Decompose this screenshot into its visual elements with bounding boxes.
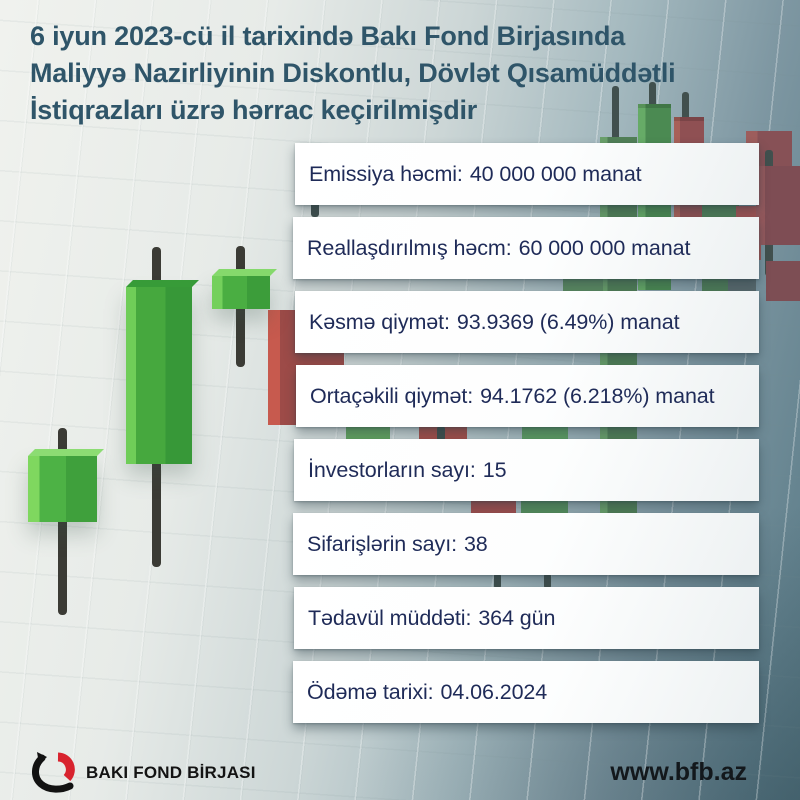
card-value: 04.06.2024 bbox=[440, 679, 548, 704]
candle-wick bbox=[437, 426, 445, 441]
page-title: 6 iyun 2023-cü il tarixində Bakı Fond Bi… bbox=[30, 18, 676, 129]
candlestick-green-small bbox=[28, 456, 97, 522]
candlestick-green-large bbox=[126, 287, 192, 464]
bfb-logo-icon bbox=[32, 752, 75, 793]
info-card-circulation-term: Tədavül müddəti: 364 gün bbox=[294, 587, 759, 649]
card-label: İnvestorların sayı: bbox=[308, 457, 476, 482]
info-card-sold-volume: Reallaşdırılmış həcm: 60 000 000 manat bbox=[293, 217, 759, 279]
card-label: Ödəmə tarixi: bbox=[307, 679, 434, 704]
website-url: www.bfb.az bbox=[610, 758, 747, 786]
candlestick-green-muted bbox=[522, 426, 568, 441]
card-label: Sifarişlərin sayı: bbox=[307, 531, 457, 556]
card-value: 38 bbox=[463, 531, 488, 556]
candlestick-red-muted bbox=[756, 166, 800, 245]
candle-wick bbox=[649, 82, 656, 112]
candlestick-green-muted bbox=[346, 426, 390, 441]
card-label: Kəsmə qiymət: bbox=[309, 309, 450, 334]
info-card-cutoff-price: Kəsmə qiymət: 93.9369 (6.49%) manat bbox=[295, 291, 759, 353]
info-card-order-count: Sifarişlərin sayı: 38 bbox=[293, 513, 759, 575]
candle-wick bbox=[544, 573, 551, 589]
card-value: 364 gün bbox=[478, 605, 556, 630]
info-card-emission-volume: Emissiya həcmi: 40 000 000 manat bbox=[295, 143, 759, 205]
candle-wick bbox=[494, 573, 501, 589]
bfb-logo: BAKI FOND BİRJASI bbox=[29, 749, 256, 797]
title-line-1: 6 iyun 2023-cü il tarixində Bakı Fond Bi… bbox=[30, 21, 626, 51]
candlestick-green-top bbox=[212, 276, 270, 309]
candlestick-green-muted bbox=[521, 499, 568, 514]
card-value: 60 000 000 manat bbox=[518, 235, 691, 260]
info-card-investor-count: İnvestorların sayı: 15 bbox=[294, 439, 759, 501]
title-line-2: Maliyyə Nazirliyinin Diskontlu, Dövlət Q… bbox=[30, 58, 676, 88]
card-label: Emissiya həcmi: bbox=[309, 161, 463, 186]
info-card-weighted-avg-price: Ortaçəkili qiymət: 94.1762 (6.218%) mana… bbox=[296, 365, 759, 427]
candle-wick bbox=[311, 202, 319, 217]
card-value: 40 000 000 manat bbox=[469, 161, 642, 186]
card-value: 94.1762 (6.218%) manat bbox=[480, 383, 715, 408]
info-card-payment-date: Ödəmə tarixi: 04.06.2024 bbox=[293, 661, 759, 723]
card-value: 93.9369 (6.49%) manat bbox=[456, 309, 680, 334]
brand-name: BAKI FOND BİRJASI bbox=[86, 763, 256, 782]
candlestick-red-muted bbox=[766, 261, 800, 301]
card-value: 15 bbox=[482, 457, 507, 482]
candle-wick bbox=[612, 86, 619, 146]
candlestick-red-muted bbox=[471, 499, 516, 514]
card-label: Tədavül müddəti: bbox=[308, 605, 472, 630]
card-label: Ortaçəkili qiymət: bbox=[310, 383, 474, 408]
card-label: Reallaşdırılmış həcm: bbox=[307, 235, 512, 260]
title-line-3: İstiqrazları üzrə hərrac keçirilmişdir bbox=[30, 95, 478, 125]
